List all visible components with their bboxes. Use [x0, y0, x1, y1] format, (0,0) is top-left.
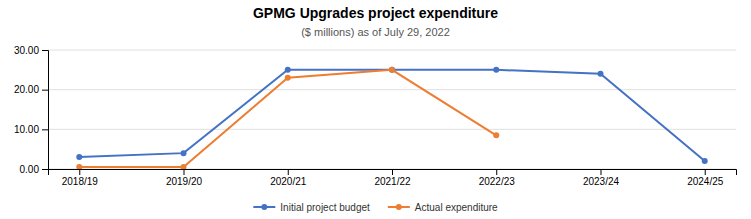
x-tick: 2021/22 [374, 169, 411, 187]
x-tick-label: 2023/24 [583, 176, 620, 187]
series-point [493, 67, 499, 73]
x-tick-label: 2019/20 [166, 176, 203, 187]
chart: GPMG Upgrades project expenditure ($ mill… [0, 0, 751, 219]
legend: Initial project budget Actual expenditure [253, 202, 498, 213]
y-tick: 30.00 [14, 45, 48, 56]
title: GPMG Upgrades project expenditure [253, 5, 498, 21]
x-tick: 2019/20 [166, 169, 203, 187]
y-tick-label: 30.00 [14, 45, 39, 56]
y-tick-label: 20.00 [14, 84, 39, 95]
y-tick-mark [42, 129, 48, 130]
y-tick-mark [42, 50, 48, 51]
series-point [285, 75, 291, 81]
legend-label: Initial project budget [280, 202, 370, 213]
y-tick-mark [42, 169, 48, 170]
y-tick-mark [42, 90, 48, 91]
legend-item: Initial project budget [253, 202, 370, 213]
series-line [79, 70, 704, 161]
x-axis-line [49, 170, 737, 176]
x-tick: 2022/23 [479, 169, 516, 187]
y-tick-label: 10.00 [14, 124, 39, 135]
y-axis-line [42, 51, 49, 170]
x-tick-mark [288, 169, 289, 175]
plot-area [76, 67, 707, 169]
grid [48, 50, 736, 169]
x-tick-mark [600, 169, 601, 175]
grid-line [48, 89, 736, 90]
x-tick-mark [705, 169, 706, 175]
x-tick-label: 2018/19 [62, 176, 99, 187]
series-point [181, 164, 187, 169]
x-tick-mark [79, 169, 80, 175]
legend-item: Actual expenditure [388, 202, 498, 213]
series-point [597, 71, 603, 77]
y-tick: 0.00 [20, 164, 48, 175]
series-point [389, 67, 395, 73]
legend-marker [396, 204, 402, 210]
grid-line [48, 129, 736, 130]
series-line [79, 70, 496, 167]
x-tick-label: 2022/23 [479, 176, 516, 187]
grid-line [48, 50, 736, 51]
x-tick: 2020/21 [270, 169, 307, 187]
x-tick: 2023/24 [583, 169, 620, 187]
legend-label: Actual expenditure [415, 202, 498, 213]
y-axis: 0.00 10.00 20.00 30.00 [14, 45, 49, 175]
series-point [389, 67, 395, 73]
legend-marker [261, 204, 267, 210]
series-point [702, 158, 708, 164]
x-tick: 2018/19 [62, 169, 99, 187]
y-tick: 20.00 [14, 84, 48, 95]
x-axis: 2018/19 2019/20 2020/21 2021/22 2022/23 2023/… [49, 169, 737, 187]
x-tick: 2024/25 [687, 169, 724, 187]
chart-container: GPMG Upgrades project expenditure ($ mill… [0, 0, 751, 219]
series-point [76, 164, 82, 169]
x-tick-mark [496, 169, 497, 175]
subtitle: ($ millions) as of July 29, 2022 [301, 26, 450, 38]
series-point [493, 132, 499, 138]
series-point [181, 150, 187, 156]
x-tick-mark [184, 169, 185, 175]
x-tick-label: 2024/25 [687, 176, 724, 187]
series-point [285, 67, 291, 73]
y-tick: 10.00 [14, 124, 48, 135]
x-tick-mark [392, 169, 393, 175]
x-tick-label: 2020/21 [270, 176, 307, 187]
y-tick-label: 0.00 [20, 164, 40, 175]
x-tick-label: 2021/22 [374, 176, 411, 187]
series-point [76, 154, 82, 160]
